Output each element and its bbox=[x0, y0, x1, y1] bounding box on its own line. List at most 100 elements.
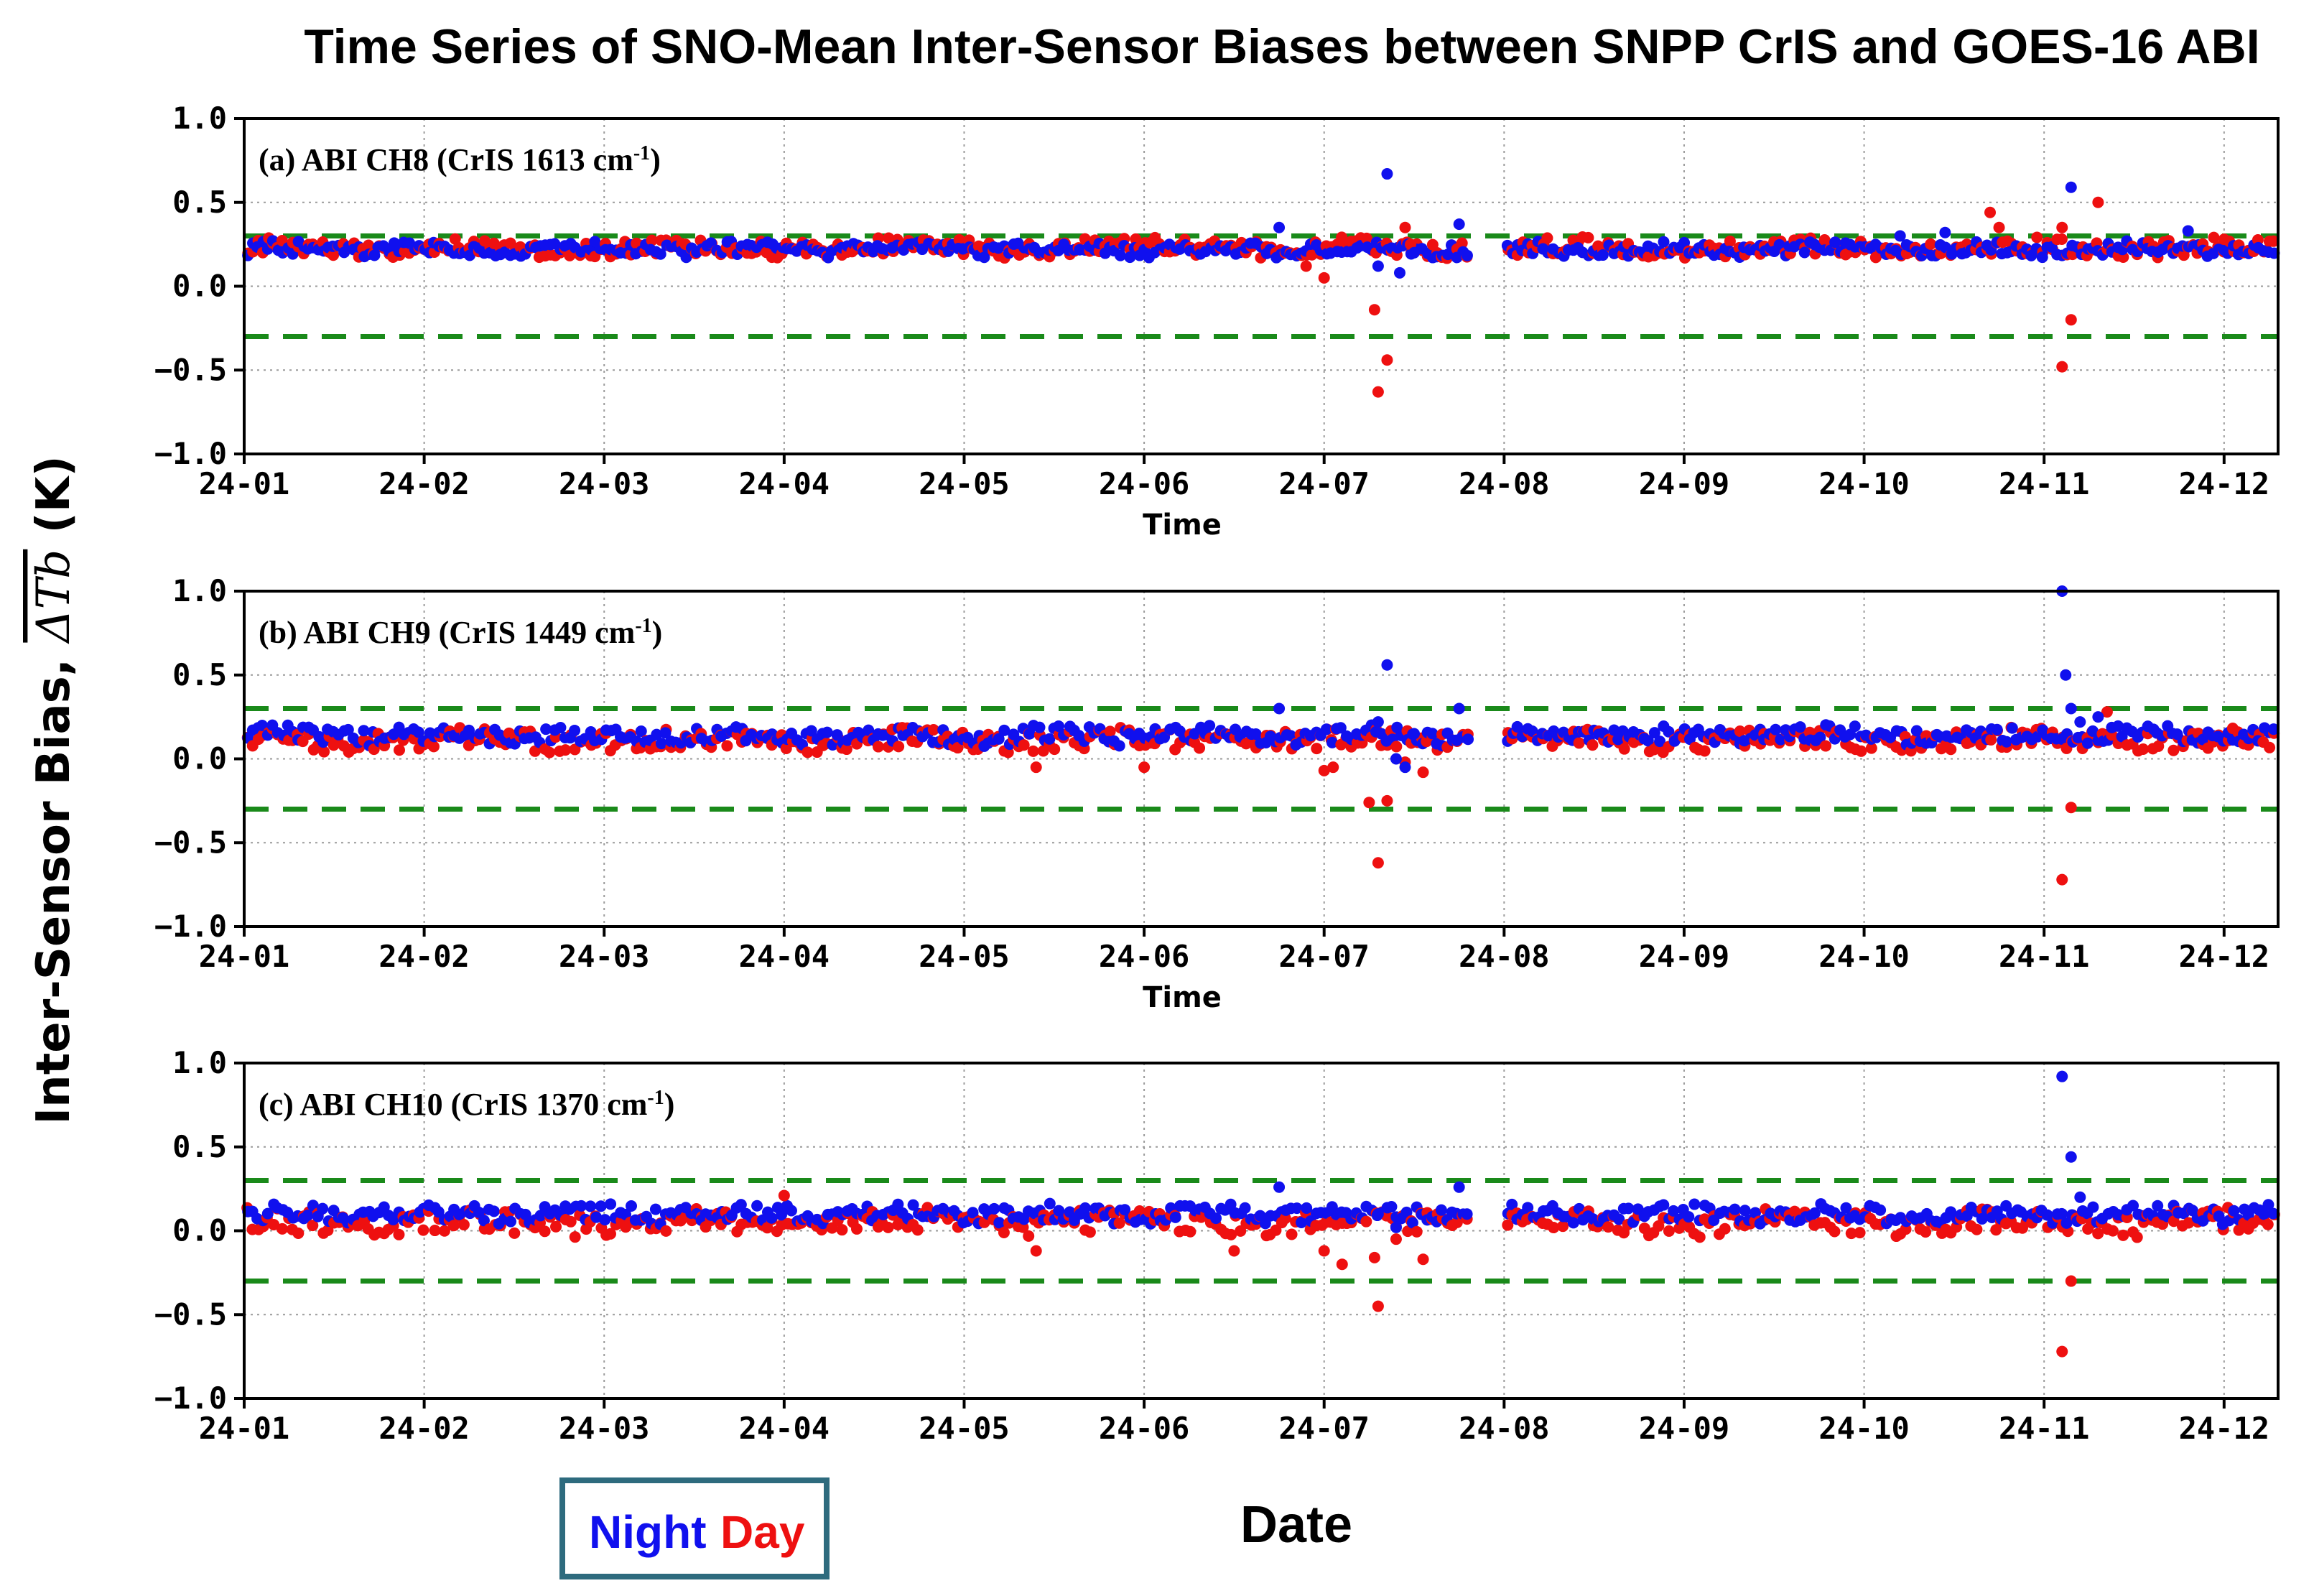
legend-day: Day bbox=[720, 1506, 805, 1558]
night-point bbox=[1461, 249, 1473, 261]
night-point bbox=[1808, 1207, 1821, 1219]
night-point bbox=[569, 724, 581, 736]
day-outlier-point bbox=[1138, 761, 1151, 774]
day-outlier-point bbox=[1030, 761, 1042, 774]
day-point bbox=[2183, 1217, 2195, 1229]
day-point bbox=[883, 232, 895, 244]
night-point bbox=[2087, 1201, 2099, 1213]
day-point bbox=[2137, 743, 2150, 756]
night-point bbox=[2152, 1200, 2164, 1212]
day-point bbox=[1411, 1225, 1423, 1238]
day-outlier-point bbox=[1399, 221, 1411, 233]
day-outlier-point bbox=[2056, 221, 2068, 233]
day-point bbox=[882, 1221, 894, 1233]
night-point bbox=[1522, 1202, 1534, 1214]
day-point bbox=[1602, 1221, 1614, 1233]
night-point bbox=[635, 725, 647, 738]
night-point bbox=[1296, 1216, 1308, 1228]
night-point bbox=[590, 1211, 603, 1223]
day-point bbox=[1925, 238, 1937, 250]
day-point bbox=[1390, 741, 1403, 753]
night-point bbox=[1291, 1202, 1303, 1215]
night-point bbox=[775, 1209, 787, 1221]
x-tick-label: 24-04 bbox=[739, 1411, 830, 1446]
night-point bbox=[967, 1207, 979, 1219]
night-point bbox=[1250, 728, 1262, 741]
night-point bbox=[473, 1206, 485, 1218]
night-point bbox=[863, 724, 875, 736]
panel-2: 1.0 0.5 0.0 −0.5 −1.024-01 24-02 24-03 24-04 24-… bbox=[154, 573, 2280, 1014]
night-point bbox=[1668, 1205, 1680, 1217]
night-point bbox=[540, 723, 552, 736]
night-point bbox=[2262, 1199, 2274, 1211]
night-outlier-point bbox=[1273, 221, 1286, 233]
x-tick-label: 24-04 bbox=[739, 939, 830, 974]
y-tick-label: 0.5 bbox=[172, 185, 227, 220]
night-point bbox=[1079, 1202, 1091, 1214]
day-point bbox=[1104, 725, 1116, 738]
day-point bbox=[1360, 1215, 1372, 1228]
y-tick-label: 0.5 bbox=[172, 657, 227, 692]
y-tick-label: 1.0 bbox=[172, 573, 227, 608]
night-point bbox=[595, 1200, 607, 1212]
day-point bbox=[921, 1202, 934, 1214]
night-point bbox=[1750, 1207, 1762, 1219]
day-point bbox=[1049, 743, 1061, 756]
day-outlier-point bbox=[1993, 221, 2005, 233]
day-outlier-point bbox=[1327, 761, 1339, 774]
day-point bbox=[550, 1220, 562, 1233]
x-axis-label: Time bbox=[1143, 981, 1222, 1014]
night-point bbox=[735, 1199, 747, 1211]
night-point bbox=[463, 724, 475, 736]
panel-label: (c) ABI CH10 (CrIS 1370 cm-1) bbox=[259, 1087, 674, 1123]
night-point bbox=[978, 251, 990, 264]
day-point bbox=[1582, 231, 1594, 243]
night-point bbox=[1044, 1197, 1056, 1210]
night-point bbox=[261, 1207, 274, 1220]
x-tick-label: 24-03 bbox=[559, 939, 649, 974]
x-tick-label: 24-06 bbox=[1099, 466, 1189, 501]
y-axis-label: Inter-Sensor Bias, ΔTb (K) bbox=[27, 455, 80, 1124]
night-point bbox=[1511, 720, 1523, 733]
night-point bbox=[993, 1217, 1005, 1229]
data-points bbox=[241, 1070, 2280, 1358]
day-point bbox=[438, 1225, 450, 1237]
x-tick-label: 24-09 bbox=[1639, 1411, 1729, 1446]
night-point bbox=[2116, 730, 2128, 743]
night-point bbox=[1334, 722, 1347, 734]
night-point bbox=[2000, 736, 2012, 748]
x-tick-label: 24-07 bbox=[1278, 939, 1369, 974]
night-point bbox=[1773, 238, 1785, 251]
night-point bbox=[651, 728, 663, 741]
x-tick-label: 24-12 bbox=[2179, 466, 2269, 501]
day-point bbox=[1573, 737, 1585, 749]
day-point bbox=[447, 1220, 460, 1232]
day-outlier-point bbox=[1417, 1253, 1429, 1266]
night-point bbox=[488, 1205, 500, 1217]
y-tick-label: −0.5 bbox=[154, 825, 227, 860]
night-point bbox=[1814, 731, 1826, 743]
x-axis-common-label: Date bbox=[1240, 1496, 1352, 1554]
day-point bbox=[1920, 1226, 1932, 1238]
day-point bbox=[850, 1222, 863, 1235]
night-point bbox=[358, 725, 370, 737]
night-point bbox=[1225, 1198, 1237, 1210]
day-point bbox=[307, 1220, 319, 1232]
night-outlier-point bbox=[1408, 246, 1421, 259]
night-point bbox=[2081, 737, 2094, 749]
day-point bbox=[1945, 743, 1957, 756]
day-point bbox=[1225, 1228, 1237, 1240]
day-point bbox=[1306, 249, 1318, 261]
x-tick-label: 24-02 bbox=[378, 939, 469, 974]
day-point bbox=[1557, 1220, 1569, 1233]
day-outlier-point bbox=[1318, 272, 1330, 284]
night-outlier-point bbox=[2060, 669, 2072, 681]
night-outlier-point bbox=[1399, 761, 1411, 774]
day-outlier-point bbox=[778, 1189, 790, 1202]
night-point bbox=[649, 1203, 661, 1215]
night-outlier-point bbox=[2074, 1191, 2086, 1203]
night-point bbox=[1663, 725, 1675, 738]
night-point bbox=[478, 1215, 490, 1227]
night-point bbox=[993, 733, 1005, 745]
night-outlier-point bbox=[1390, 1221, 1402, 1233]
